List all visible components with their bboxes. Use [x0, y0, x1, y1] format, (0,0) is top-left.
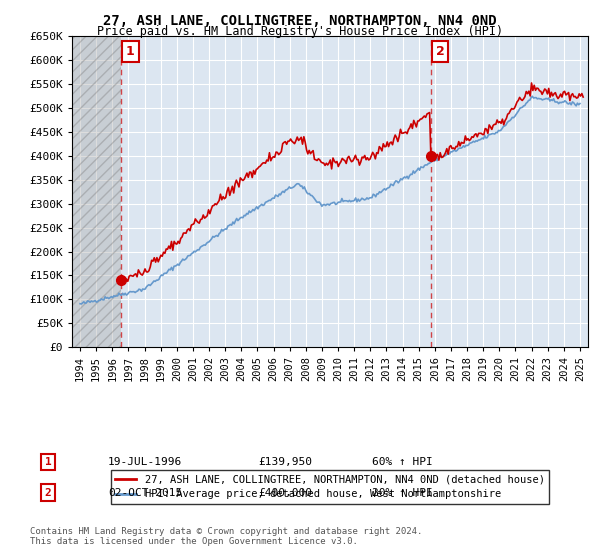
Legend: 27, ASH LANE, COLLINGTREE, NORTHAMPTON, NN4 0ND (detached house), HPI: Average p: 27, ASH LANE, COLLINGTREE, NORTHAMPTON, … — [111, 470, 549, 503]
Text: 1: 1 — [44, 457, 52, 467]
Text: 2: 2 — [44, 488, 52, 498]
Text: 02-OCT-2015: 02-OCT-2015 — [108, 488, 182, 498]
Text: 20% ↑ HPI: 20% ↑ HPI — [372, 488, 433, 498]
Text: 27, ASH LANE, COLLINGTREE, NORTHAMPTON, NN4 0ND: 27, ASH LANE, COLLINGTREE, NORTHAMPTON, … — [103, 14, 497, 28]
Text: £400,000: £400,000 — [258, 488, 312, 498]
Text: 60% ↑ HPI: 60% ↑ HPI — [372, 457, 433, 467]
Text: £139,950: £139,950 — [258, 457, 312, 467]
Text: 19-JUL-1996: 19-JUL-1996 — [108, 457, 182, 467]
Text: Contains HM Land Registry data © Crown copyright and database right 2024.
This d: Contains HM Land Registry data © Crown c… — [30, 526, 422, 546]
Bar — [72, 36, 121, 347]
Text: 1: 1 — [126, 45, 135, 58]
Text: 2: 2 — [436, 45, 445, 58]
Text: Price paid vs. HM Land Registry's House Price Index (HPI): Price paid vs. HM Land Registry's House … — [97, 25, 503, 38]
